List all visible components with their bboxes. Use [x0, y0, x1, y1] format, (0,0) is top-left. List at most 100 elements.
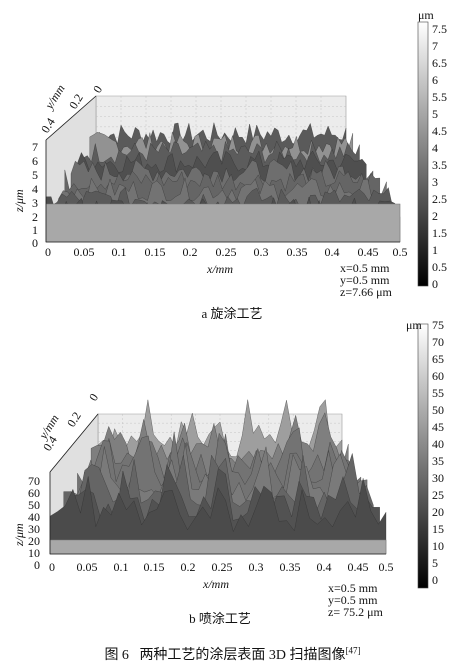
x-tick: 0.45	[357, 245, 379, 259]
scan-dimensions-b: x=0.5 mm y=0.5 mm z= 75.2 μm	[328, 582, 383, 618]
x-tick: 0.15	[144, 245, 166, 259]
x-tick: 0.2	[180, 560, 196, 574]
z-axis-label-a: z/μm	[12, 189, 26, 212]
colorbar-tick: 70	[432, 335, 444, 349]
z-tick: 1	[32, 223, 38, 237]
colorbar	[417, 323, 429, 589]
colorbar-tick: 6	[432, 73, 438, 87]
x-tick: 0.35	[279, 560, 301, 574]
z-axis-label-b: z/μm	[12, 523, 26, 546]
z-tick: 7	[32, 140, 38, 154]
colorbar-tick: 2.5	[432, 192, 447, 206]
colorbar-tick: 2	[432, 209, 438, 223]
z-tick: 20	[28, 534, 40, 548]
colorbar-tick: 5	[432, 556, 438, 570]
z-tick: 5	[32, 168, 38, 182]
colorbar-tick: 60	[432, 369, 444, 383]
x-tick: 0.5	[378, 560, 394, 574]
z-tick: 70	[28, 474, 40, 488]
colorbar-tick: 50	[432, 403, 444, 417]
z-tick: 50	[28, 498, 40, 512]
panel-a: 7 6 5 4 3 2 1 0 z/μm 0.4 0.2 0 y/mm 0 0.…	[0, 0, 465, 321]
x-tick: 0	[49, 560, 55, 574]
colorbar-tick: 3.5	[432, 158, 447, 172]
colorbar-tick: 35	[432, 454, 444, 468]
x-tick: 0.25	[211, 560, 233, 574]
x-axis-label-a: x/mm	[207, 262, 233, 276]
z-tick: 30	[28, 522, 40, 536]
axes	[49, 413, 386, 555]
z-tick: 10	[28, 546, 40, 560]
info-z: z= 75.2 μm	[328, 605, 383, 619]
surface-plot-b	[49, 323, 429, 589]
x-tick: 0.15	[143, 560, 165, 574]
info-y: y=0.5 mm	[328, 593, 378, 607]
figure-caption: 图 6 两种工艺的涂层表面 3D 扫描图像[47]	[0, 644, 465, 664]
colorbar-tick: 0	[432, 277, 438, 291]
info-z: z=7.66 μm	[340, 285, 392, 299]
colorbar-tick: 4	[432, 141, 438, 155]
x-tick: 0.1	[111, 245, 127, 259]
axes	[45, 95, 400, 243]
colorbar-tick: 55	[432, 386, 444, 400]
x-tick: 0.45	[347, 560, 369, 574]
colorbar-tick: 0.5	[432, 260, 447, 274]
info-x: x=0.5 mm	[340, 261, 390, 275]
z-tick: 6	[32, 154, 38, 168]
x-tick: 0.35	[286, 245, 308, 259]
colorbar-tick: 30	[432, 471, 444, 485]
x-tick: 0.1	[113, 560, 129, 574]
colorbar-tick: 7.5	[432, 22, 447, 36]
figure-number: 图 6	[104, 648, 129, 663]
x-tick: 0.2	[182, 245, 198, 259]
z-tick: 40	[28, 510, 40, 524]
colorbar-tick: 1.5	[432, 226, 447, 240]
x-tick: 0.05	[76, 560, 98, 574]
z-tick: 2	[32, 210, 38, 224]
x-axis-label-b: x/mm	[203, 577, 229, 591]
z-tick: 0	[34, 558, 40, 572]
plot-front-face	[49, 539, 387, 555]
info-y: y=0.5 mm	[340, 273, 390, 287]
colorbar-tick: 10	[432, 539, 444, 553]
x-tick: 0.05	[73, 245, 95, 259]
colorbar	[417, 21, 429, 287]
z-tick: 60	[28, 486, 40, 500]
colorbar-tick: 75	[432, 318, 444, 332]
sub-caption-a: a 旋涂工艺	[201, 306, 263, 321]
colorbar-tick: 0	[432, 573, 438, 587]
plot-front-face	[45, 203, 401, 243]
figure-reference: [47]	[345, 645, 361, 656]
figure-title: 两种工艺的涂层表面 3D 扫描图像	[139, 648, 346, 663]
colorbar-tick: 15	[432, 522, 444, 536]
surface-mesh	[49, 399, 387, 555]
colorbar-tick: 25	[432, 488, 444, 502]
colorbar-tick: 5.5	[432, 90, 447, 104]
z-tick: 0	[32, 236, 38, 250]
colorbar-tick: 4.5	[432, 124, 447, 138]
colorbar-tick: 40	[432, 437, 444, 451]
colorbar-tick: 20	[432, 505, 444, 519]
z-tick: 3	[32, 196, 38, 210]
colorbar-unit-a: μm	[418, 8, 434, 22]
colorbar-tick: 45	[432, 420, 444, 434]
x-tick: 0.3	[253, 245, 269, 259]
x-tick: 0.4	[324, 245, 340, 259]
scan-dimensions-a: x=0.5 mm y=0.5 mm z=7.66 μm	[340, 262, 392, 298]
x-tick: 0.4	[316, 560, 332, 574]
colorbar-tick: 5	[432, 107, 438, 121]
colorbar-unit-b: μm	[406, 318, 422, 332]
x-tick: 0.5	[392, 245, 408, 259]
colorbar-tick: 7	[432, 39, 438, 53]
colorbar-tick: 6.5	[432, 56, 447, 70]
panel-b: 70 60 50 40 30 20 10 0 z/μm 0.4 0.2 0 y/…	[0, 318, 465, 630]
colorbar-tick: 3	[432, 175, 438, 189]
colorbar-tick: 65	[432, 352, 444, 366]
x-tick: 0	[45, 245, 51, 259]
sub-caption-b: b 喷涂工艺	[189, 611, 251, 626]
x-tick: 0.3	[248, 560, 264, 574]
z-tick: 4	[32, 182, 38, 196]
colorbar-tick: 1	[432, 243, 438, 257]
info-x: x=0.5 mm	[328, 581, 378, 595]
x-tick: 0.25	[215, 245, 237, 259]
